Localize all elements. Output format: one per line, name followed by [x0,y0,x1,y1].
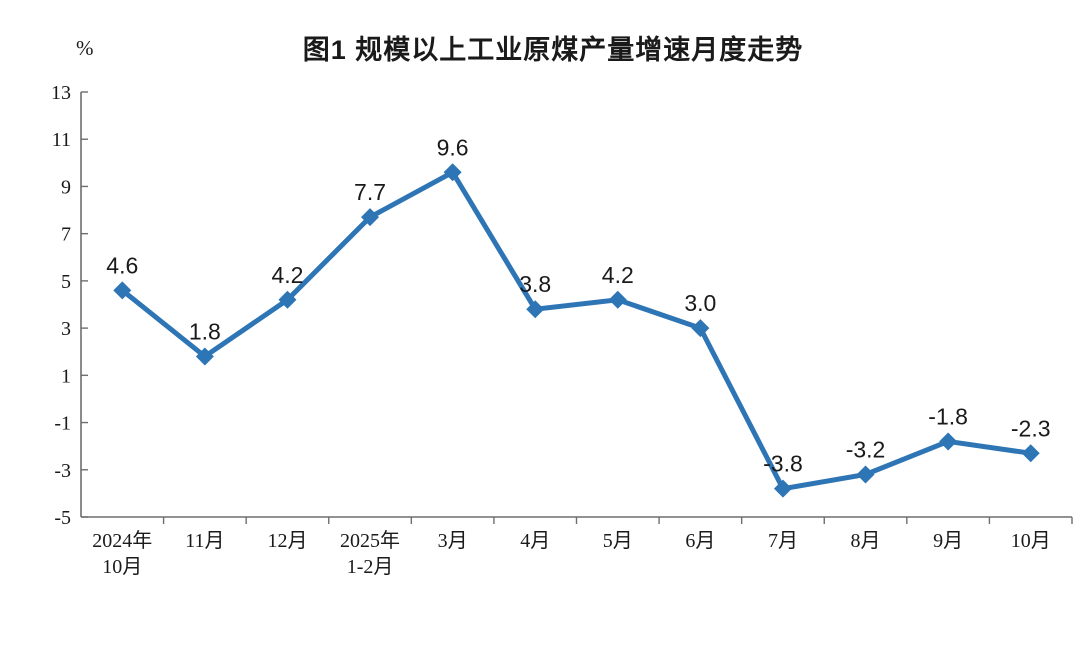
data-point-label: 3.8 [519,271,551,297]
data-point-label: -3.2 [846,437,886,463]
y-axis-tick-label: 9 [61,176,71,198]
y-axis-tick-label: 13 [51,82,71,104]
x-axis-category-label: 2025年 [340,529,400,552]
x-axis-category-label: 2024年 [92,529,152,552]
y-axis-tick-label: 11 [52,129,71,151]
data-point-marker [1021,444,1040,463]
data-point-marker [691,319,710,338]
x-axis-category-label: 8月 [851,530,881,552]
x-axis-category-label: 1-2月 [347,556,394,578]
data-point-marker [361,208,380,227]
y-axis-unit-label: % [76,36,94,60]
data-point-marker [773,479,792,498]
data-point-marker [278,290,297,309]
data-point-label: -1.8 [928,403,968,429]
x-axis-category-label: 4月 [520,530,550,552]
data-point-marker [113,281,132,300]
y-axis-tick-label: -3 [54,460,71,482]
data-point-label: -2.3 [1011,415,1051,441]
data-point-marker [608,290,627,309]
y-axis-tick-label: 5 [61,271,71,293]
data-point-marker [939,432,958,451]
data-series-line [120,168,1032,492]
y-axis-tick-label: -5 [54,507,71,529]
x-axis-category-label: 3月 [438,530,468,552]
data-point-marker [443,163,462,182]
data-point-label: 4.6 [106,252,138,278]
x-axis-category-label: 10月 [1011,530,1051,552]
x-axis-category-label: 12月 [267,530,307,552]
y-axis-tick-label: 1 [61,365,71,387]
chart-title: 图1 规模以上工业原煤产量增速月度走势 [302,35,804,65]
x-axis-category-label: 9月 [933,530,963,552]
y-axis-tick-label: -1 [54,413,71,435]
data-point-label: 4.2 [271,262,303,288]
x-axis-category-label: 10月 [102,556,142,578]
data-point-label: 4.2 [602,262,634,288]
y-axis-tick-label: 7 [61,224,71,246]
data-point-label: 3.0 [684,290,716,316]
data-point-marker [526,300,545,319]
x-axis-category-label: 7月 [768,530,798,552]
data-point-label: 7.7 [354,179,386,205]
data-point-marker [195,347,214,366]
y-axis-tick-label: 3 [61,318,71,340]
x-axis-category-label: 11月 [185,530,224,552]
x-axis-category-label: 5月 [603,530,633,552]
data-point-marker [856,465,875,484]
data-point-label: -3.8 [763,451,803,477]
x-axis-category-label: 6月 [685,530,715,552]
data-point-label: 1.8 [189,318,221,344]
data-point-label: 9.6 [437,134,469,160]
